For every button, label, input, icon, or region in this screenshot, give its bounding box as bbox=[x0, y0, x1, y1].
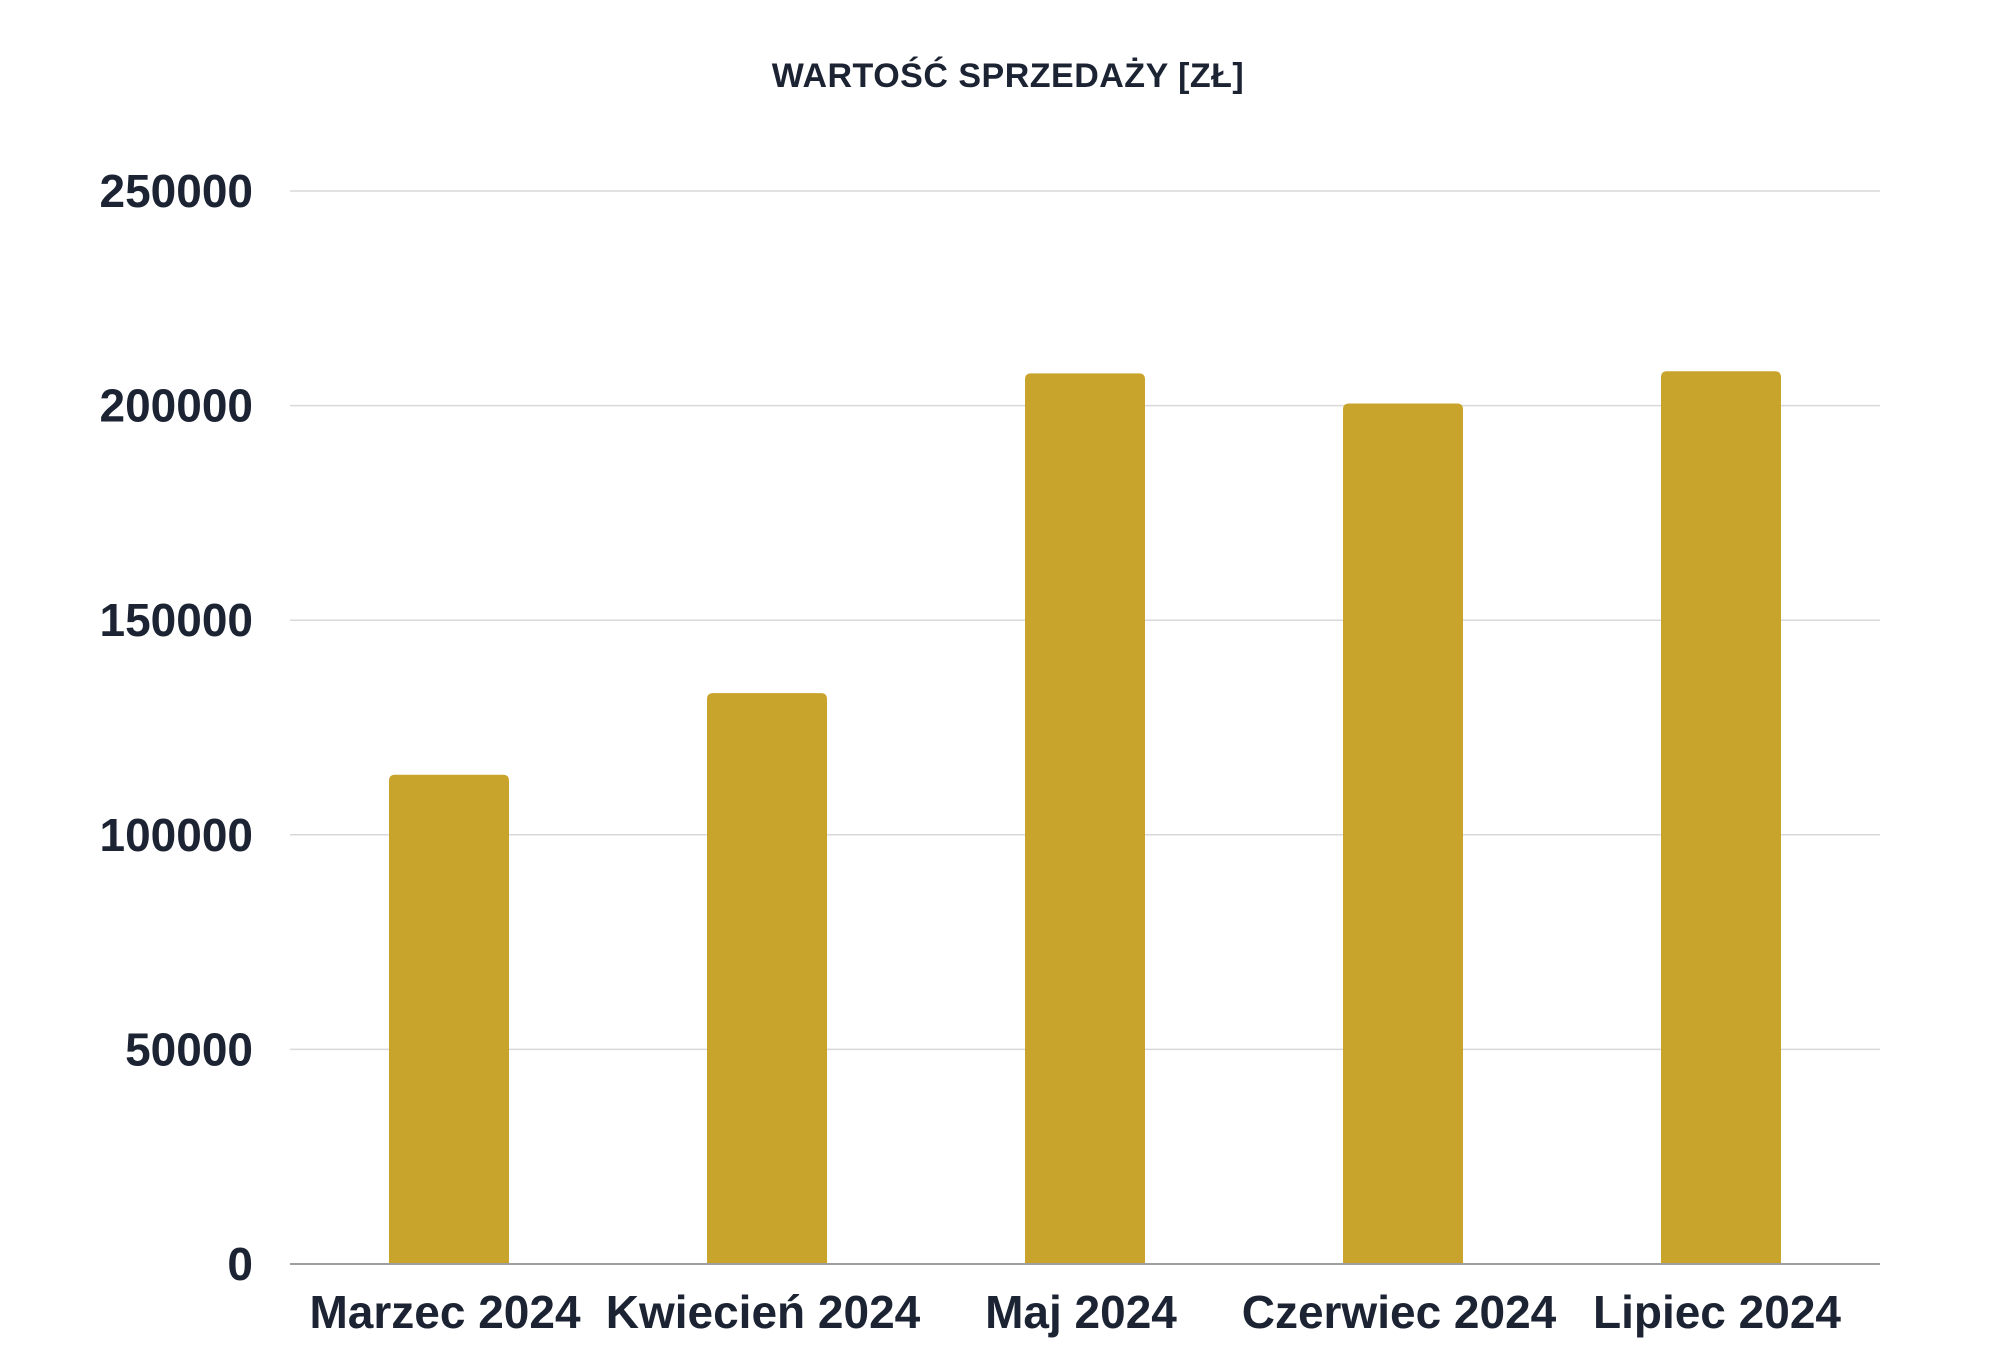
x-category-label: Kwiecień 2024 bbox=[606, 1286, 921, 1338]
x-category-label: Maj 2024 bbox=[985, 1286, 1177, 1338]
bar-5 bbox=[1661, 371, 1781, 1264]
x-category-label: Marzec 2024 bbox=[309, 1286, 580, 1338]
bar-4 bbox=[1343, 403, 1463, 1265]
y-tick-label: 200000 bbox=[100, 380, 254, 432]
y-axis-tick-labels: 0 50000 100000 150000 200000 250000 bbox=[100, 165, 254, 1290]
y-tick-label: 0 bbox=[227, 1238, 253, 1290]
chart-title: WARTOŚĆ SPRZEDAŻY [ZŁ] bbox=[772, 57, 1245, 95]
bar-1 bbox=[389, 774, 509, 1264]
x-category-label: Czerwiec 2024 bbox=[1242, 1286, 1557, 1338]
x-axis-category-labels: Marzec 2024 Kwiecień 2024 Maj 2024 Czerwiec… bbox=[309, 1286, 1841, 1338]
y-tick-label: 250000 bbox=[100, 165, 254, 217]
bars bbox=[389, 371, 1781, 1265]
bar-3 bbox=[1025, 373, 1145, 1264]
bar-2 bbox=[707, 693, 827, 1264]
y-tick-label: 100000 bbox=[100, 809, 254, 861]
x-category-label: Lipiec 2024 bbox=[1593, 1286, 1841, 1338]
y-tick-label: 50000 bbox=[125, 1023, 253, 1075]
y-tick-label: 150000 bbox=[100, 594, 254, 646]
